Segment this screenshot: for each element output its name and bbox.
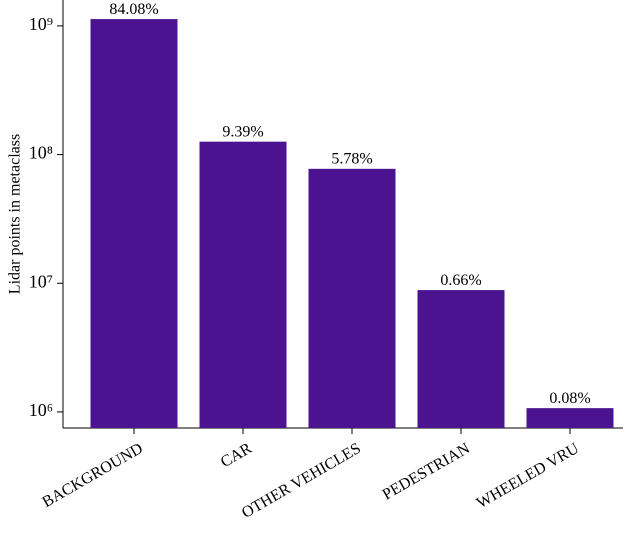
x-tick-label: OTHER VEHICLES — [239, 440, 364, 522]
bar — [199, 141, 287, 429]
y-axis-label: Lidar points in metaclass — [7, 134, 24, 294]
y-tick-label: 10⁷ — [29, 271, 53, 291]
data-label: 84.08% — [109, 1, 158, 18]
y-tick-label: 10⁶ — [29, 400, 53, 420]
x-tick-label: WHEELED VRU — [474, 440, 582, 512]
x-tick-label: BACKGROUND — [40, 440, 146, 511]
data-label: 0.08% — [549, 390, 590, 407]
bar — [417, 290, 505, 428]
data-label: 5.78% — [331, 150, 372, 167]
bar — [526, 408, 614, 428]
y-tick-label: 10⁸ — [29, 143, 53, 163]
y-tick-label: 10⁹ — [29, 14, 53, 34]
bar — [90, 19, 178, 429]
x-tick-label: PEDESTRIAN — [380, 440, 474, 504]
data-label: 0.66% — [440, 272, 481, 289]
data-label: 9.39% — [222, 123, 263, 140]
x-tick-label: CAR — [218, 440, 255, 471]
bar — [308, 168, 396, 429]
